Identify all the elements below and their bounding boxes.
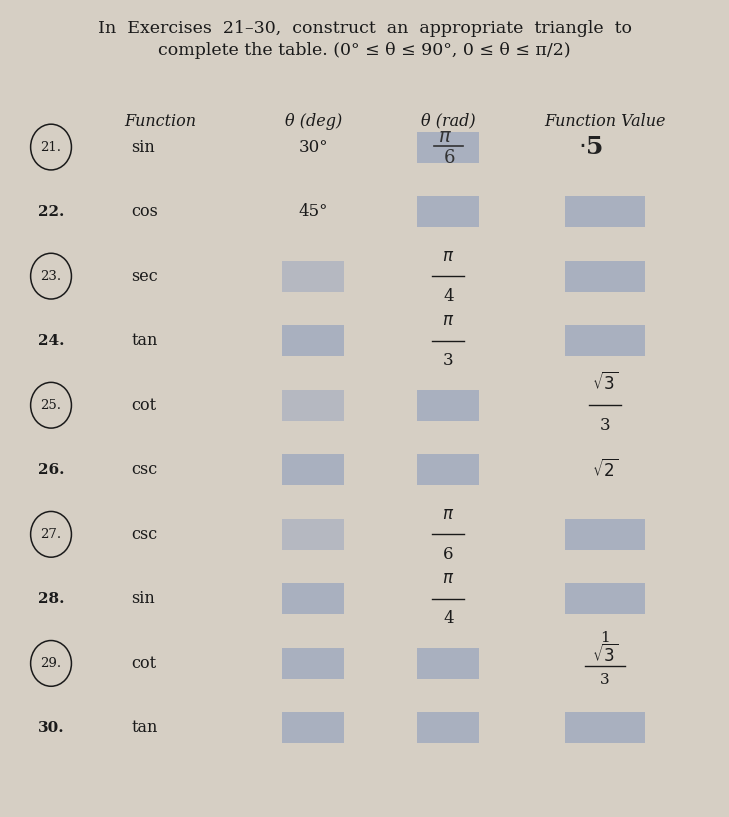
FancyBboxPatch shape	[565, 519, 645, 550]
Text: $\sqrt{3}$: $\sqrt{3}$	[592, 372, 618, 394]
Text: 1: 1	[600, 631, 610, 645]
Text: cot: cot	[131, 655, 156, 672]
Text: cos: cos	[131, 203, 158, 220]
Text: $\pi$: $\pi$	[443, 248, 454, 265]
Text: complete the table. (0° ≤ θ ≤ 90°, 0 ≤ θ ≤ π/2): complete the table. (0° ≤ θ ≤ 90°, 0 ≤ θ…	[158, 42, 571, 60]
FancyBboxPatch shape	[283, 390, 345, 421]
Text: sin: sin	[131, 591, 155, 607]
FancyBboxPatch shape	[417, 196, 480, 227]
Text: $\sqrt{3}$: $\sqrt{3}$	[592, 644, 618, 667]
FancyBboxPatch shape	[283, 454, 345, 485]
Text: 30.: 30.	[38, 721, 64, 735]
Text: $\sqrt{2}$: $\sqrt{2}$	[592, 458, 618, 481]
FancyBboxPatch shape	[565, 261, 645, 292]
FancyBboxPatch shape	[565, 583, 645, 614]
Text: $\pi$: $\pi$	[443, 570, 454, 587]
Text: 24.: 24.	[38, 333, 64, 348]
FancyBboxPatch shape	[283, 583, 345, 614]
Text: 28.: 28.	[38, 592, 64, 606]
Text: 3: 3	[600, 672, 610, 687]
Text: 3: 3	[600, 417, 610, 434]
Text: $\pi$: $\pi$	[443, 506, 454, 523]
Text: $\pi$: $\pi$	[443, 312, 454, 329]
Text: θ (deg): θ (deg)	[285, 113, 342, 130]
Text: 27.: 27.	[41, 528, 61, 541]
Text: In  Exercises  21–30,  construct  an  appropriate  triangle  to: In Exercises 21–30, construct an appropr…	[98, 20, 631, 38]
Text: 4: 4	[443, 288, 453, 305]
Text: 22.: 22.	[38, 204, 64, 219]
Text: $\cdot$5: $\cdot$5	[578, 135, 603, 159]
FancyBboxPatch shape	[283, 325, 345, 356]
Text: 6: 6	[443, 546, 453, 563]
Text: 23.: 23.	[41, 270, 61, 283]
Text: csc: csc	[131, 526, 157, 542]
FancyBboxPatch shape	[417, 648, 480, 679]
FancyBboxPatch shape	[283, 648, 345, 679]
Text: Function Value: Function Value	[545, 113, 666, 130]
FancyBboxPatch shape	[283, 712, 345, 743]
Text: Function: Function	[125, 113, 196, 130]
Text: csc: csc	[131, 462, 157, 478]
FancyBboxPatch shape	[283, 261, 345, 292]
Text: θ (rad): θ (rad)	[421, 113, 475, 130]
Text: 21.: 21.	[41, 141, 61, 154]
Text: 6: 6	[444, 149, 456, 167]
FancyBboxPatch shape	[565, 712, 645, 743]
Text: 25.: 25.	[41, 399, 61, 412]
Text: 26.: 26.	[38, 462, 64, 477]
Text: sin: sin	[131, 139, 155, 155]
FancyBboxPatch shape	[417, 454, 480, 485]
FancyBboxPatch shape	[283, 519, 345, 550]
Text: tan: tan	[131, 720, 157, 736]
FancyBboxPatch shape	[417, 390, 480, 421]
FancyBboxPatch shape	[417, 132, 480, 163]
Text: $\pi$: $\pi$	[437, 128, 452, 146]
Text: sec: sec	[131, 268, 158, 284]
FancyBboxPatch shape	[417, 712, 480, 743]
Text: 4: 4	[443, 610, 453, 627]
FancyBboxPatch shape	[565, 325, 645, 356]
Text: 30°: 30°	[299, 139, 328, 155]
Text: 3: 3	[443, 352, 453, 369]
Text: cot: cot	[131, 397, 156, 413]
Text: 45°: 45°	[299, 203, 328, 220]
Text: 29.: 29.	[41, 657, 61, 670]
FancyBboxPatch shape	[565, 196, 645, 227]
Text: tan: tan	[131, 333, 157, 349]
